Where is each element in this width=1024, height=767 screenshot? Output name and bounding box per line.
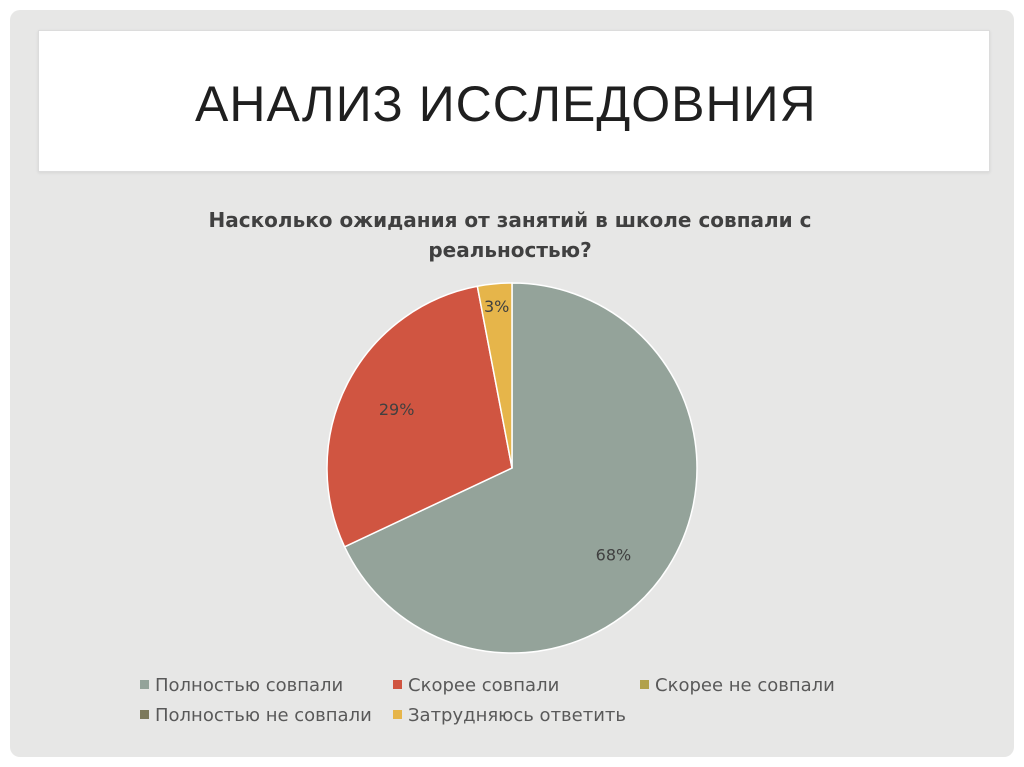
legend-swatch	[393, 709, 402, 719]
legend-swatch	[640, 679, 649, 689]
legend-swatch	[140, 679, 149, 689]
legend-item-0: Полностью совпали	[140, 675, 343, 696]
pie-label-0: 68%	[596, 545, 632, 564]
legend-label: Затрудняюсь ответить	[408, 705, 627, 726]
legend-swatch	[140, 709, 149, 719]
legend-item-1: Скорее совпали	[393, 675, 559, 696]
chart-title: Насколько ожидания от занятий в школе со…	[208, 208, 812, 262]
pie-slice-4	[476, 282, 513, 469]
slide-title: АНАЛИЗ ИССЛЕДОВНИЯ	[195, 76, 817, 132]
legend-swatch	[393, 679, 402, 689]
legend-item-2: Скорее не совпали	[640, 675, 835, 696]
legend-label: Скорее не совпали	[655, 675, 835, 696]
legend-label: Полностью не совпали	[155, 705, 372, 726]
legend-item-3: Полностью не совпали	[140, 705, 372, 726]
legend-item-4: Затрудняюсь ответить	[393, 705, 626, 726]
pie-label-1: 29%	[379, 400, 415, 419]
legend-label: Полностью совпали	[155, 675, 344, 696]
pie-slice-1	[326, 285, 513, 548]
pie-label-4: 3%	[484, 297, 509, 316]
legend-label: Скорее совпали	[408, 675, 560, 696]
title-box: АНАЛИЗ ИССЛЕДОВНИЯ	[38, 30, 990, 172]
pie-slice-0	[343, 282, 698, 654]
